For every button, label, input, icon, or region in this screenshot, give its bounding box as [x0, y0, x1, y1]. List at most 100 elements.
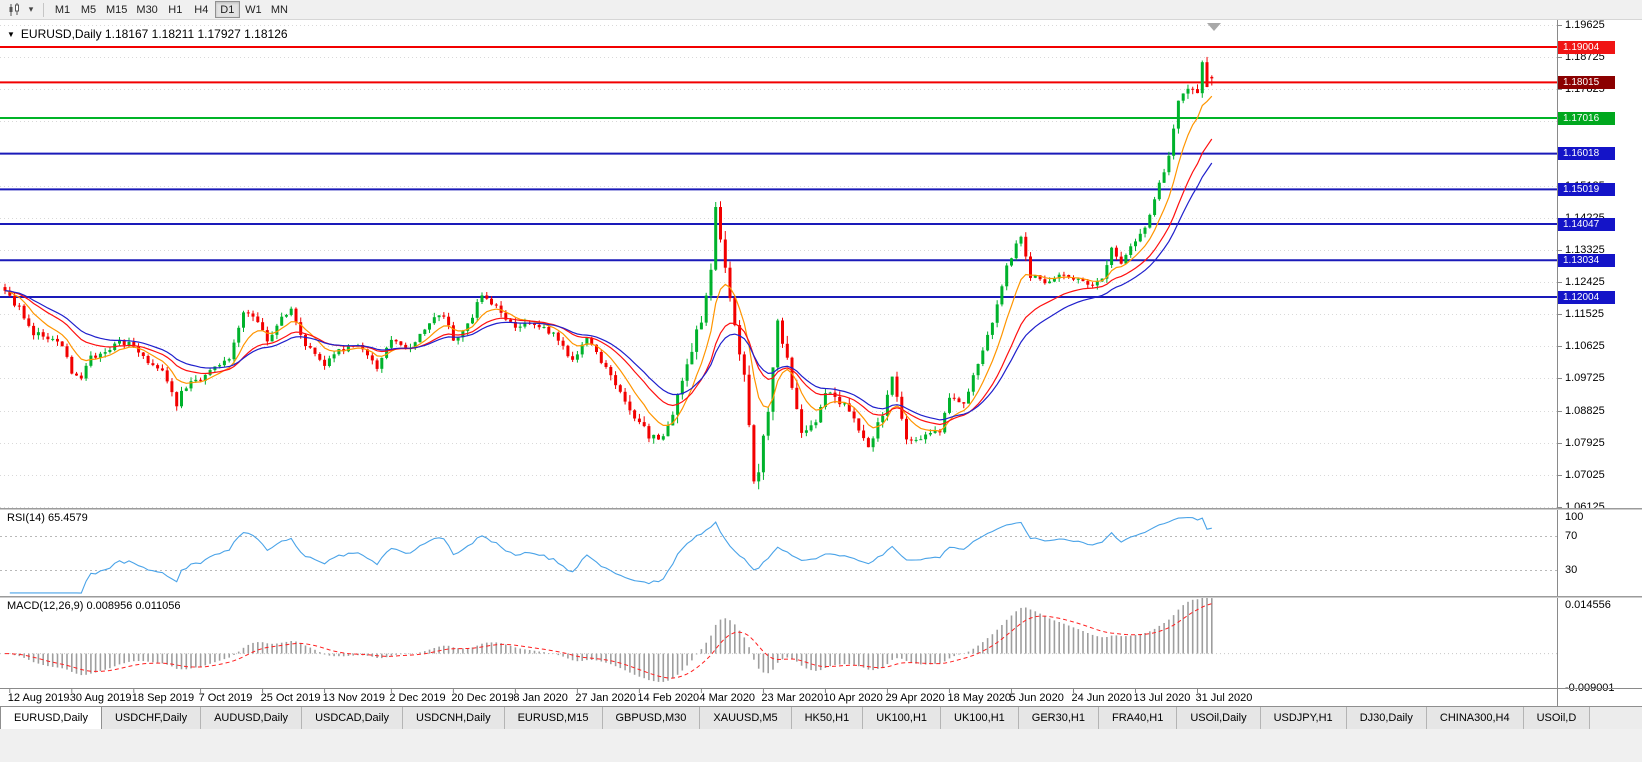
- chart-tab-fra40-h1[interactable]: FRA40,H1: [1098, 707, 1178, 729]
- rsi-axis-label: 100: [1565, 511, 1584, 523]
- price-axis-tick: [1558, 346, 1562, 348]
- price-axis-label: 1.07925: [1565, 436, 1605, 449]
- timeframe-button-w1[interactable]: W1: [245, 3, 262, 16]
- date-axis-label: 23 Mar 2020: [761, 692, 824, 704]
- timeframe-button-mn[interactable]: MN: [270, 3, 288, 16]
- rsi-axis-label: 30: [1565, 564, 1578, 577]
- date-axis-label: 24 Jun 2020: [1071, 692, 1133, 704]
- date-axis-label: 14 Feb 2020: [637, 692, 700, 704]
- price-level-badge: 1.19004: [1558, 40, 1615, 54]
- timeframe-button-d1[interactable]: D1: [214, 1, 240, 18]
- chart-tab-eurusd-m15[interactable]: EURUSD,M15: [504, 707, 603, 729]
- date-axis-label: 7 Oct 2019: [198, 692, 253, 704]
- chart-tab-uk100-h1[interactable]: UK100,H1: [863, 707, 942, 729]
- rsi-axis-label: 70: [1565, 529, 1578, 542]
- price-level-badge: 1.17016: [1558, 111, 1615, 125]
- price-axis-label: 1.13325: [1565, 243, 1605, 256]
- chart-tab-eurusd-daily[interactable]: EURUSD,Daily: [0, 707, 102, 729]
- date-axis-label: 20 Dec 2019: [451, 692, 514, 704]
- price-axis-tick: [1558, 56, 1562, 58]
- price-axis-tick: [1558, 314, 1562, 316]
- chart-window: ▼ EURUSD,Daily 1.18167 1.18211 1.17927 1…: [0, 18, 1642, 706]
- date-axis-label: 30 Aug 2019: [69, 692, 132, 704]
- date-axis-label: 10 Apr 2020: [823, 692, 883, 704]
- chart-tab-xauusd-m5[interactable]: XAUUSD,M5: [700, 707, 792, 729]
- pane-splitter[interactable]: [0, 596, 1642, 598]
- candlestick-glyph: [9, 2, 19, 16]
- chart-tab-bar: EURUSD,Daily USDCHF,Daily AUDUSD,Daily USDC…: [0, 706, 1642, 729]
- price-axis-label: 1.12425: [1565, 275, 1605, 288]
- chart-type-dropdown-icon[interactable]: ▾: [28, 4, 34, 14]
- price-level-badge: 1.15019: [1558, 182, 1615, 196]
- price-axis-label: 1.10625: [1565, 340, 1605, 353]
- chart-tab-usdjpy-h1[interactable]: USDJPY,H1: [1260, 707, 1347, 729]
- chart-ohlc-readout: EURUSD,Daily 1.18167 1.18211 1.17927 1.1…: [20, 27, 288, 41]
- timeframe-button-h4[interactable]: H4: [194, 3, 209, 16]
- window-menu-icon[interactable]: ▼: [7, 29, 15, 39]
- price-axis-tick: [1558, 249, 1562, 251]
- price-axis-tick: [1558, 24, 1562, 26]
- macd-indicator-label: MACD(12,26,9) 0.008956 0.011056: [7, 600, 181, 612]
- chart-type-icon[interactable]: [5, 1, 25, 18]
- status-bar: [0, 728, 1642, 762]
- price-level-badge: 1.18015: [1558, 75, 1615, 89]
- pane-splitter[interactable]: [0, 508, 1642, 510]
- date-axis-label: 13 Jul 2020: [1133, 692, 1191, 704]
- price-axis-tick: [1558, 89, 1562, 91]
- chart-tab-usdcnh-daily[interactable]: USDCNH,Daily: [403, 707, 505, 729]
- toolbar-separator: [43, 2, 44, 17]
- date-axis-label: 29 Apr 2020: [885, 692, 945, 704]
- price-axis-tick: [1558, 410, 1562, 412]
- price-axis-tick: [1558, 281, 1562, 283]
- chart-tab-hk50-h1[interactable]: HK50,H1: [791, 707, 864, 729]
- chart-tab-usdcad-daily[interactable]: USDCAD,Daily: [302, 707, 404, 729]
- price-level-badge: 1.12004: [1558, 290, 1615, 304]
- price-level-badge: 1.14047: [1558, 217, 1615, 231]
- date-axis-label: 5 Jun 2020: [1009, 692, 1064, 704]
- date-axis-label: 13 Nov 2019: [322, 692, 385, 704]
- price-axis-label: 1.07025: [1565, 468, 1605, 481]
- timeframe-button-m5[interactable]: M5: [80, 3, 97, 16]
- date-axis-label: 2 Dec 2019: [389, 692, 446, 704]
- price-axis-tick: [1558, 378, 1562, 380]
- chart-title-bar: ▼ EURUSD,Daily 1.18167 1.18211 1.17927 1…: [7, 27, 288, 41]
- date-axis-label: 8 Jan 2020: [513, 692, 568, 704]
- price-axis-label: 1.11525: [1565, 308, 1604, 321]
- chart-tab-audusd-daily[interactable]: AUDUSD,Daily: [201, 707, 303, 729]
- date-axis-label: 31 Jul 2020: [1195, 692, 1253, 704]
- price-axis-label: 1.19625: [1565, 18, 1605, 31]
- price-axis-label: 1.18725: [1565, 50, 1605, 63]
- price-level-badge: 1.13034: [1558, 253, 1615, 267]
- timeframe-button-group: M1 M5 M15 M30 H1 H4 D1 W1 MN: [50, 1, 292, 18]
- macd-axis-label: 0.014556: [1565, 599, 1611, 611]
- rsi-indicator-label: RSI(14) 65.4579: [7, 512, 88, 524]
- price-chart-canvas[interactable]: [0, 20, 1557, 706]
- chart-tab-dj30-daily[interactable]: DJ30,Daily: [1346, 707, 1427, 729]
- price-axis[interactable]: 1.196251.187251.178251.169251.160251.151…: [1557, 18, 1642, 706]
- chart-tab-usoil-daily[interactable]: USOil,Daily: [1177, 707, 1261, 729]
- date-axis-label: 27 Jan 2020: [575, 692, 636, 704]
- date-axis: 12 Aug 2019 30 Aug 2019 18 Sep 2019 7 Oct 2…: [0, 689, 1557, 706]
- chart-tab-usdchf-daily[interactable]: USDCHF,Daily: [101, 707, 202, 729]
- chart-tab-gbpusd-m30[interactable]: GBPUSD,M30: [602, 707, 701, 729]
- period-toolbar: ▾ M1 M5 M15 M30 H1 H4 D1 W1 MN: [0, 0, 1642, 20]
- timeframe-button-m1[interactable]: M1: [54, 3, 71, 16]
- date-axis-label: 18 May 2020: [947, 692, 1012, 704]
- chart-tab-china300-h4[interactable]: CHINA300,H4: [1426, 707, 1524, 729]
- price-axis-tick: [1558, 506, 1562, 508]
- date-axis-label: 4 Mar 2020: [699, 692, 756, 704]
- price-axis-label: 1.09725: [1565, 372, 1605, 385]
- timeframe-button-m30[interactable]: M30: [136, 3, 158, 16]
- price-level-badge: 1.16018: [1558, 147, 1615, 161]
- date-axis-label: 12 Aug 2019: [7, 692, 70, 704]
- chart-tab-uk100-h1[interactable]: UK100,H1: [941, 707, 1019, 729]
- date-axis-label: 25 Oct 2019: [260, 692, 321, 704]
- timeframe-button-m15[interactable]: M15: [106, 3, 128, 16]
- price-axis-label: 1.08825: [1565, 404, 1605, 417]
- date-axis-label: 18 Sep 2019: [131, 692, 195, 704]
- price-axis-tick: [1558, 474, 1562, 476]
- chart-tab-ger30-h1[interactable]: GER30,H1: [1018, 707, 1099, 729]
- chart-tab-usoil-d[interactable]: USOil,D: [1523, 707, 1591, 729]
- timeframe-button-h1[interactable]: H1: [168, 3, 183, 16]
